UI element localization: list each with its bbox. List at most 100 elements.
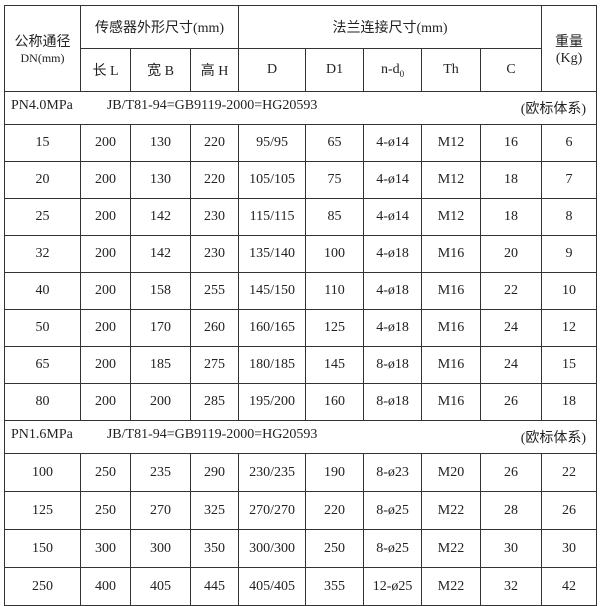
table-cell: M12: [421, 124, 482, 162]
table-cell: 125: [305, 309, 365, 347]
table-cell: 15: [541, 346, 598, 384]
table-cell: 8-ø25: [363, 491, 423, 530]
table-cell: 195/200: [238, 383, 307, 421]
table-cell: M20: [421, 453, 482, 492]
table-cell: 24: [480, 346, 543, 384]
table-cell: 180/185: [238, 346, 307, 384]
table-cell: 9: [541, 235, 598, 273]
table-cell: 300/300: [238, 529, 307, 568]
table-cell: 125: [4, 491, 81, 530]
table-cell: 200: [130, 383, 191, 421]
table-cell: 4-ø18: [363, 235, 423, 273]
flange-dimensions-header: 法兰连接尺寸(mm): [238, 5, 543, 49]
table-cell: 200: [80, 161, 131, 199]
table-cell: 170: [130, 309, 191, 347]
table-cell: 200: [80, 124, 131, 162]
table-cell: 142: [130, 198, 191, 236]
table-cell: 250: [80, 453, 131, 492]
table-row: 80 200 200 285 195/200 160 8-ø18 M16 26 18: [4, 383, 598, 421]
table-cell: 220: [305, 491, 365, 530]
table-cell: 230/235: [238, 453, 307, 492]
table-cell: 20: [480, 235, 543, 273]
table-cell: 28: [480, 491, 543, 530]
table-cell: 8: [541, 198, 598, 236]
table-cell: 85: [305, 198, 365, 236]
table-cell: 142: [130, 235, 191, 273]
table-cell: 22: [541, 453, 598, 492]
table-cell: 80: [4, 383, 81, 421]
standard-label: JB/T81-94=GB9119-2000=HG20593: [106, 427, 318, 442]
table-cell: 250: [4, 567, 81, 606]
table-cell: 190: [305, 453, 365, 492]
table-cell: 200: [80, 383, 131, 421]
table-row: 32 200 142 230 135/140 100 4-ø18 M16 20 9: [4, 235, 598, 273]
col-d1: D1: [305, 48, 365, 92]
table-cell: 300: [80, 529, 131, 568]
table-cell: 25: [4, 198, 81, 236]
table-cell: 65: [4, 346, 81, 384]
table-cell: 135/140: [238, 235, 307, 273]
col-width: 宽 B: [130, 48, 191, 92]
table-cell: 50: [4, 309, 81, 347]
table-cell: 185: [130, 346, 191, 384]
weight-header: 重量 (Kg): [541, 5, 598, 92]
system-label: (欧标体系): [520, 102, 587, 117]
table-cell: 350: [189, 529, 240, 568]
table-cell: 4-ø14: [363, 124, 423, 162]
table-cell: 200: [80, 346, 131, 384]
section-cell: PN4.0MPa JB/T81-94=GB9119-2000=HG20593 (欧标…: [3, 91, 598, 125]
table-cell: 8-ø23: [363, 453, 423, 492]
section-row: PN4.0MPa JB/T81-94=GB9119-2000=HG20593 (欧标…: [3, 91, 598, 125]
table-cell: 8-ø25: [363, 529, 423, 568]
table-cell: 200: [80, 309, 131, 347]
table-cell: 32: [480, 567, 543, 606]
table-cell: 8-ø18: [363, 383, 423, 421]
table-cell: 200: [80, 235, 131, 273]
table-cell: 325: [189, 491, 240, 530]
table-cell: 250: [80, 491, 131, 530]
table-cell: 130: [130, 124, 191, 162]
table-cell: 30: [480, 529, 543, 568]
col-height: 高 H: [189, 48, 240, 92]
dn-header: 公称通径 DN(mm): [4, 5, 81, 92]
table-row: 250 400 405 445 405/405 355 12-ø25 M22 32 42: [4, 567, 598, 606]
header-row-1: 公称通径 DN(mm) 传感器外形尺寸(mm) 法兰连接尺寸(mm) 重量 (Kg): [4, 5, 598, 92]
table-cell: 75: [305, 161, 365, 199]
table-cell: 100: [305, 235, 365, 273]
table-row: 125 250 270 325 270/270 220 8-ø25 M22 28 26: [4, 491, 598, 530]
table-cell: 255: [189, 272, 240, 310]
table-cell: 400: [80, 567, 131, 606]
table-cell: 290: [189, 453, 240, 492]
table-cell: 18: [480, 161, 543, 199]
table-cell: 7: [541, 161, 598, 199]
table-cell: 22: [480, 272, 543, 310]
col-nd0: n-d0: [363, 48, 423, 92]
table-cell: 8-ø18: [363, 346, 423, 384]
table-cell: M22: [421, 567, 482, 606]
table-cell: 220: [189, 124, 240, 162]
col-d: D: [238, 48, 307, 92]
table-cell: 145: [305, 346, 365, 384]
table-cell: 405/405: [238, 567, 307, 606]
table-row: 150 300 300 350 300/300 250 8-ø25 M22 30 30: [4, 529, 598, 568]
standard-label: JB/T81-94=GB9119-2000=HG20593: [106, 98, 318, 113]
table-cell: 220: [189, 161, 240, 199]
table-cell: 12: [541, 309, 598, 347]
table-row: 50 200 170 260 160/165 125 4-ø18 M16 24 12: [4, 309, 598, 347]
table-cell: 250: [305, 529, 365, 568]
table-cell: 270: [130, 491, 191, 530]
pressure-label: PN1.6MPa: [11, 427, 73, 442]
table-cell: 65: [305, 124, 365, 162]
table-cell: M22: [421, 491, 482, 530]
table-cell: M12: [421, 198, 482, 236]
table-cell: 95/95: [238, 124, 307, 162]
table-cell: 26: [541, 491, 598, 530]
dn-label: 公称通径: [14, 35, 71, 50]
table-cell: M16: [421, 309, 482, 347]
table-cell: M16: [421, 272, 482, 310]
table-cell: 4-ø14: [363, 198, 423, 236]
table-cell: M16: [421, 235, 482, 273]
table-cell: 18: [480, 198, 543, 236]
table-cell: 26: [480, 453, 543, 492]
table-cell: 105/105: [238, 161, 307, 199]
